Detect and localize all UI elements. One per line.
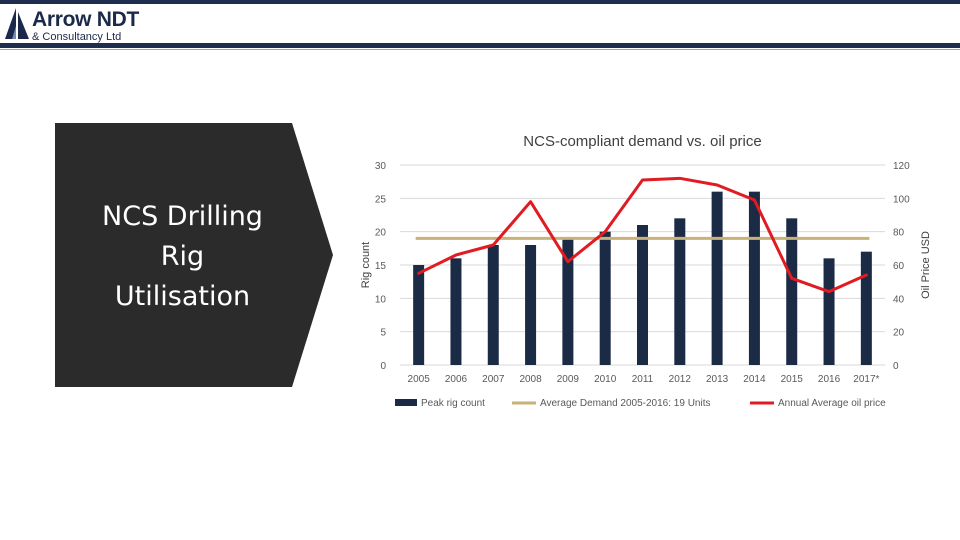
pentagon-shape [55,123,333,387]
y2-tick-label: 40 [893,294,905,305]
bar-peak-rig-count [599,231,611,365]
bar-peak-rig-count [860,251,872,365]
oil-demand-chart: NCS-compliant demand vs. oil price 0 5 10 15… [360,133,932,409]
y-axis-label: Rig count [360,242,372,288]
legend-label-peak-rig-count: Peak rig count [421,398,485,409]
y-tick-label: 20 [375,228,387,239]
y2-tick-label: 100 [893,194,910,205]
bar-peak-rig-count [748,191,760,365]
y-tick-label: 15 [375,261,387,272]
line-oil-price [417,176,868,294]
bar-peak-rig-count [562,238,574,365]
chart-title: NCS-compliant demand vs. oil price [523,133,761,150]
legend-label-average-demand: Average Demand 2005-2016: 19 Units [540,398,710,409]
x-tick-label: 2007 [482,374,505,385]
title-panel: NCS Drilling Rig Utilisation [55,123,335,387]
x-tick-label: 2014 [743,374,766,385]
x-tick-label: 2010 [594,374,617,385]
bar-peak-rig-count [525,245,537,365]
bar-peak-rig-count [487,245,499,365]
panel-title: NCS Drilling Rig Utilisation [102,201,263,312]
x-tick-label: 2013 [706,374,729,385]
bar-peak-rig-count [711,191,723,365]
x-tick-label: 2008 [519,374,542,385]
y2-axis-label: Oil Price USD [920,231,932,299]
legend-swatch-peak-rig-count [395,399,417,406]
y-tick-label: 10 [375,294,387,305]
y-tick-label: 25 [375,194,387,205]
y-tick-label: 5 [380,328,386,339]
y2-tick-label: 120 [893,161,910,172]
x-tick-label: 2006 [445,374,468,385]
x-tick-label: 2015 [781,374,804,385]
header-bottom-rule [0,43,960,48]
bar-peak-rig-count [413,265,425,365]
bar-peak-rig-count [637,225,648,365]
bar-peak-rig-count [450,258,462,365]
header-top-rule [0,0,960,4]
bar-peak-rig-count [786,218,798,365]
x-tick-label: 2016 [818,374,841,385]
y2-tick-label: 60 [893,261,905,272]
bar-peak-rig-count [674,218,686,365]
x-tick-label: 2017* [853,374,879,385]
x-tick-label: 2011 [632,374,654,385]
y2-tick-label: 0 [893,361,899,372]
y2-tick-label: 80 [893,228,905,239]
y-tick-label: 30 [375,161,387,172]
header-thin-rule [0,49,960,50]
logo-title: Arrow NDT [32,8,139,31]
logo-subtitle: & Consultancy Ltd [32,31,122,43]
x-tick-label: 2012 [669,374,692,385]
company-logo: Arrow NDT & Consultancy Ltd [2,6,152,44]
y-tick-label: 0 [380,361,386,372]
legend-label-oil-price: Annual Average oil price [778,398,886,409]
x-tick-label: 2009 [557,374,580,385]
x-tick-label: 2005 [408,374,431,385]
arrow-logo-icon [2,6,32,42]
y2-tick-label: 20 [893,328,905,339]
bar-peak-rig-count [823,258,835,365]
